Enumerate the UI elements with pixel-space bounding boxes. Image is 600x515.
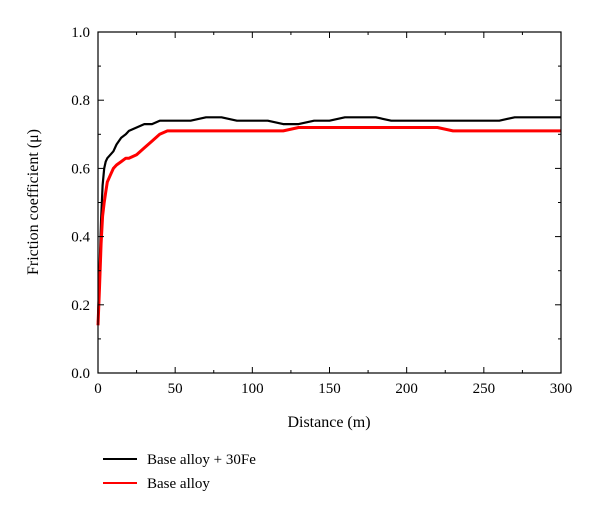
legend-label-0: Base alloy + 30Fe — [147, 452, 256, 468]
plot-frame — [97, 31, 562, 374]
y-tick-label: 1.0 — [71, 25, 90, 41]
x-tick-label: 100 — [241, 381, 264, 397]
y-axis-title: Friction coefficient (μ) — [25, 129, 42, 275]
y-tick-label: 0.0 — [71, 366, 90, 382]
x-axis-title: Distance (m) — [287, 414, 370, 431]
axes-layer — [97, 31, 562, 374]
y-tick-label: 0.6 — [71, 161, 90, 177]
series-line-0 — [96, 116, 561, 322]
series-layer — [96, 116, 561, 326]
series-line-1 — [96, 126, 561, 326]
x-tick-label: 200 — [395, 381, 418, 397]
y-tick-label: 0.8 — [71, 93, 90, 109]
legend: Base alloy + 30Fe Base alloy — [103, 452, 256, 492]
x-tick-label: 150 — [318, 381, 341, 397]
x-tick-label: 0 — [94, 381, 102, 397]
y-tick-label: 0.2 — [71, 298, 90, 314]
y-tick-label: 0.4 — [71, 230, 90, 246]
x-tick-label: 50 — [168, 381, 183, 397]
x-tick-label: 250 — [473, 381, 496, 397]
ticks-layer: 0 50 100 150 200 250 300 0.0 0.2 0.4 0.6 0.8 1.0 — [71, 25, 572, 397]
x-tick-label: 300 — [550, 381, 573, 397]
legend-label-1: Base alloy — [147, 476, 210, 492]
